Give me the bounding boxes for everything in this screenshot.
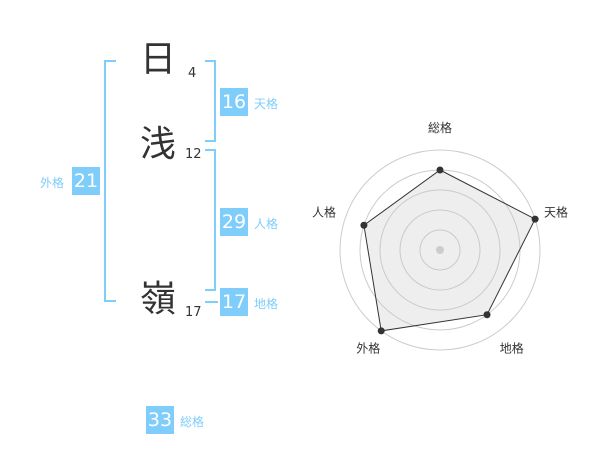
name-char-2: 浅 <box>139 124 176 165</box>
tenkaku-bracket <box>205 60 216 142</box>
radar-area <box>363 169 536 332</box>
name-char-3: 嶺 <box>139 279 176 320</box>
radar-center <box>436 246 444 254</box>
radar-ring <box>399 209 481 291</box>
outer-bracket <box>104 60 116 302</box>
radar-point-2 <box>483 311 491 319</box>
radar-point-0 <box>436 166 444 174</box>
jinkaku-bracket <box>205 149 216 291</box>
radar-ring <box>419 229 461 271</box>
radar-axis-label: 地格 <box>500 341 524 356</box>
chikaku-label: 地格 <box>254 297 279 311</box>
radar-axis-label: 外格 <box>356 341 380 356</box>
stroke-count-3: 17 <box>185 305 202 320</box>
stroke-count-1: 4 <box>188 66 197 81</box>
stroke-count-2: 12 <box>185 147 202 162</box>
jinkaku-value: 29 <box>220 208 248 236</box>
radar-axis-label: 総格 <box>428 120 452 135</box>
gaikaku-label: 外格 <box>40 176 65 190</box>
radar-point-3 <box>377 327 385 335</box>
gaikaku-value: 21 <box>72 167 100 195</box>
radar-point-4 <box>360 221 368 229</box>
soukaku-value: 33 <box>146 406 174 434</box>
name-char-1: 日 <box>139 39 176 80</box>
radar-axis-label: 人格 <box>312 204 336 219</box>
chikaku-value: 17 <box>220 288 248 316</box>
tenkaku-value: 16 <box>220 88 248 116</box>
jinkaku-label: 人格 <box>254 217 279 231</box>
radar-ring <box>379 189 501 311</box>
soukaku-label: 総格 <box>180 415 205 429</box>
chikaku-connector <box>205 301 218 303</box>
radar-point-1 <box>531 215 539 223</box>
radar-axis-label: 天格 <box>544 204 568 219</box>
tenkaku-label: 天格 <box>254 97 279 111</box>
